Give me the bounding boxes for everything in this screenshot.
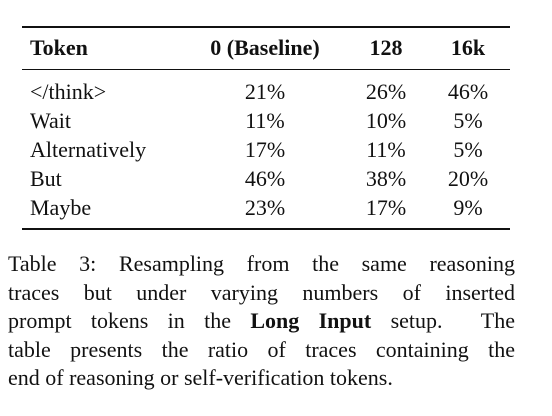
table-cell: 17% [365, 195, 407, 220]
table-cell: 10% [365, 108, 407, 133]
table-cell: Wait [30, 108, 71, 133]
caption-text: traces but under varying numbers of inse… [8, 279, 515, 305]
table-cell: Maybe [30, 195, 92, 220]
table-cell: 11% [366, 137, 406, 162]
table-cell: 9% [453, 195, 483, 220]
table-cell: 17% [244, 137, 286, 162]
header-cell: 0 (Baseline) [210, 35, 320, 60]
table-cell: 26% [365, 79, 407, 104]
table-cell: 5% [453, 108, 483, 133]
caption-line: table presents the ratio of traces conta… [8, 336, 515, 365]
caption-text: Long Input [250, 308, 372, 333]
caption-text: setup. The [371, 308, 515, 333]
caption-line: Table 3: Resampling from the same reason… [8, 250, 515, 279]
table-cell: 21% [244, 79, 286, 104]
caption-line: traces but under varying numbers of inse… [8, 279, 515, 308]
table-cell: 5% [453, 137, 483, 162]
table-cell: 46% [447, 79, 489, 104]
table-cell: 46% [244, 166, 286, 191]
table-cell: </think> [30, 79, 107, 104]
table-cell: 23% [244, 195, 286, 220]
caption-text: prompt tokens in the [8, 308, 251, 333]
caption-text: end of reasoning or self-verification to… [8, 365, 393, 390]
bottom-rule [22, 228, 510, 230]
header-cell: Token [30, 35, 88, 60]
mid-rule [22, 69, 510, 70]
caption-text: Table 3: Resampling from the same reason… [8, 251, 515, 276]
header-cell: 16k [450, 35, 486, 60]
table-cell: But [30, 166, 62, 191]
table-cell: 38% [365, 166, 407, 191]
table-cell: 20% [447, 166, 489, 191]
caption-line: prompt tokens in the Long Input setup. T… [8, 307, 515, 336]
caption-text: table presents the ratio of traces conta… [8, 336, 515, 362]
caption-line: end of reasoning or self-verification to… [8, 364, 515, 393]
header-cell: 128 [369, 35, 403, 60]
top-rule [22, 26, 510, 28]
table-cell: 11% [245, 108, 285, 133]
table-cell: Alternatively [30, 137, 147, 162]
